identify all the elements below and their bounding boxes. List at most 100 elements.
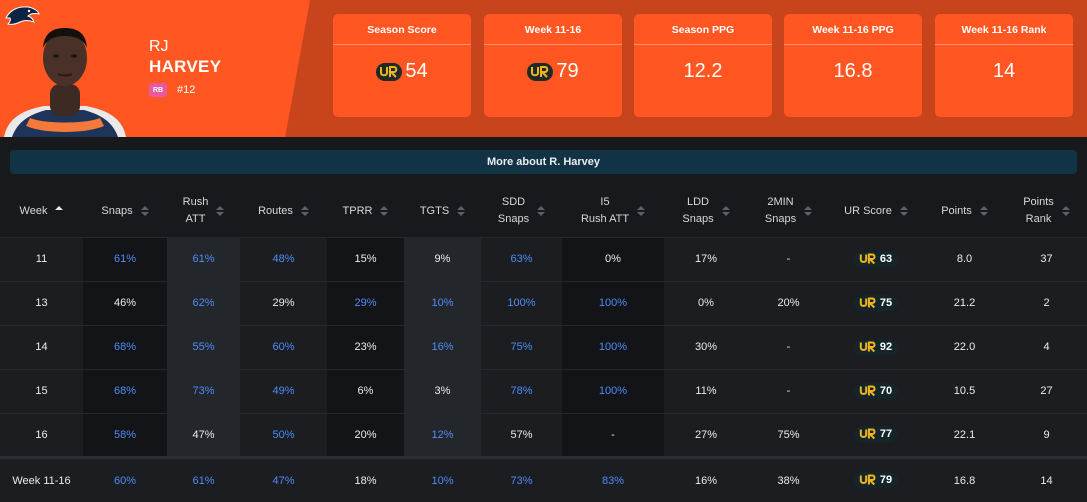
ur-score-badge: 70 [853,382,899,399]
ur-score-value: 79 [879,474,893,487]
column-header-label: Routes [258,204,293,217]
column-header-label: TPRR [342,204,373,217]
table-cell: 48% [240,237,327,281]
column-header-label: Week [19,204,48,217]
table-cell: 4 [1006,325,1087,369]
ur-logo-icon [859,253,876,264]
sort-icon[interactable] [380,206,389,217]
table-cell: 6% [327,369,404,413]
column-header-label: UR Score [844,204,892,217]
table-cell: 55% [167,325,240,369]
ur-logo-icon [859,428,876,440]
sort-icon[interactable] [899,206,908,217]
ur-logo-icon [376,62,403,81]
player-header: RJ HARVEY RB #12 Season Score 54 Week 11… [0,0,1087,137]
table-cell: 22.0 [923,325,1006,369]
table-cell: 37 [1006,237,1087,281]
stat-card-label: Week 11-16 [524,24,582,36]
column-header[interactable]: TGTS [404,186,481,237]
table-cell: 61% [83,237,167,281]
column-header[interactable]: Snaps [83,186,167,237]
stat-card-value: 79 [556,60,579,82]
table-cell: 100% [562,281,664,325]
table-cell: 14 [0,325,83,369]
table-cell: 10% [404,281,481,325]
table-cell: 75% [748,413,829,457]
table-header-row: Week Snaps Rush ATT Routes TPRR TGTS SDD Snaps I5… [0,186,1087,237]
sort-icon[interactable] [216,206,225,217]
table-cell: - [748,369,829,413]
table-cell: 77 [829,413,923,457]
table-cell: 61% [167,457,240,502]
table-cell: 78% [481,369,562,413]
sort-icon[interactable] [537,206,546,217]
table-cell: 79 [829,457,923,502]
table-cell: 0% [664,281,748,325]
column-header[interactable]: I5 Rush ATT [562,186,664,237]
table-row: 16 58% 47% 50% 20% 12% 57% -27% 75% 77 22.1 9 [0,413,1087,457]
table-cell: 29% [240,281,327,325]
table-cell: Week 11-16 [0,457,83,502]
sort-icon[interactable] [637,206,646,217]
table-cell: 83% [562,457,664,502]
stat-card-label: Season Score [367,24,437,36]
column-header[interactable]: Points [923,186,1006,237]
table-cell: - [562,413,664,457]
table-cell: 20% [327,413,404,457]
stat-card-label: Season PPG [671,24,735,36]
table-cell: 68% [83,369,167,413]
ur-score-value: 75 [879,296,893,309]
column-header[interactable]: LDD Snaps [664,186,748,237]
table-cell: - [748,325,829,369]
sort-icon[interactable] [300,206,309,217]
column-header[interactable]: Week [0,186,83,237]
ur-logo-icon [859,474,876,486]
table-cell: 100% [562,369,664,413]
broncos-logo-icon [5,6,40,25]
table-cell: 15% [327,237,404,281]
table-cell: 16% [404,325,481,369]
table-cell: 29% [327,281,404,325]
sort-icon[interactable] [804,206,813,217]
table-cell: 47% [167,413,240,457]
table-cell: 73% [481,457,562,502]
sort-icon[interactable] [979,206,988,217]
column-header-label: Points [941,204,972,217]
table-cell: 49% [240,369,327,413]
column-header[interactable]: TPRR [327,186,404,237]
sort-icon[interactable] [55,206,64,216]
more-about-player-button[interactable]: More about R. Harvey [10,150,1077,174]
sort-icon[interactable] [1061,206,1070,217]
player-headshot [4,28,126,137]
jersey-number: #12 [177,84,196,96]
column-header[interactable]: Points Rank [1006,186,1087,237]
table-cell: 15 [0,369,83,413]
table-cell: 17% [664,237,748,281]
ur-score-value: 70 [879,384,893,397]
sort-icon[interactable] [457,206,466,217]
column-header-label: 2MIN Snaps [764,196,797,226]
weekly-stats-table: Week Snaps Rush ATT Routes TPRR TGTS SDD Snaps I5… [0,186,1087,502]
ur-logo-icon [527,62,554,81]
table-cell: 3% [404,369,481,413]
table-cell: 100% [562,325,664,369]
column-header-label: Points Rank [1023,196,1054,226]
table-cell: 16 [0,413,83,457]
sort-icon[interactable] [140,206,149,217]
table-cell: 13 [0,281,83,325]
column-header[interactable]: SDD Snaps [481,186,562,237]
ur-logo-icon [859,297,876,308]
player-panel: RJ HARVEY RB #12 [0,0,310,137]
column-header[interactable]: Routes [240,186,327,237]
column-header[interactable]: UR Score [829,186,923,237]
column-header[interactable]: 2MIN Snaps [748,186,829,237]
column-header[interactable]: Rush ATT [167,186,240,237]
sort-icon[interactable] [721,206,730,217]
column-header-label: SDD Snaps [497,196,530,226]
table-row: 13 46% 62% 29% 29% 10% 100% 100% 0% 20% 75 21.2 2 [0,281,1087,325]
ur-score-badge: 92 [853,338,899,355]
stat-card-week-11-16-rank: Week 11-16 Rank 14 [935,14,1073,117]
ur-score-badge: 77 [853,426,899,442]
table-cell: 73% [167,369,240,413]
table-cell: 9 [1006,413,1087,457]
